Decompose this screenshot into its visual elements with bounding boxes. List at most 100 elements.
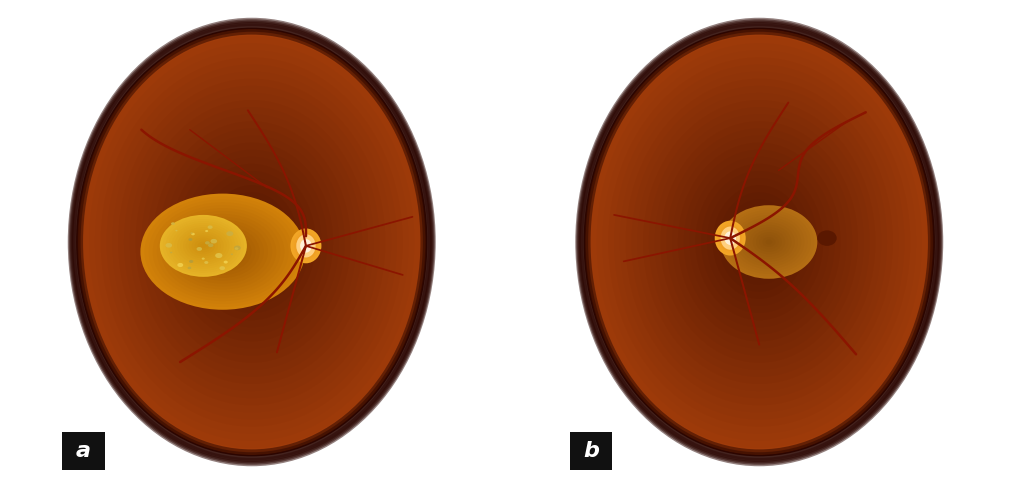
Ellipse shape [748, 228, 770, 256]
Ellipse shape [728, 236, 732, 240]
Ellipse shape [719, 225, 742, 251]
Ellipse shape [112, 72, 391, 412]
Ellipse shape [762, 237, 775, 247]
Ellipse shape [707, 178, 812, 306]
Ellipse shape [290, 228, 321, 263]
Ellipse shape [717, 223, 744, 254]
Ellipse shape [161, 208, 284, 295]
Ellipse shape [217, 199, 286, 285]
Ellipse shape [165, 211, 280, 292]
Ellipse shape [715, 221, 746, 256]
Ellipse shape [166, 219, 241, 272]
Ellipse shape [78, 29, 426, 455]
Ellipse shape [159, 128, 345, 356]
Ellipse shape [205, 241, 209, 244]
Ellipse shape [173, 217, 272, 287]
Ellipse shape [205, 185, 298, 299]
Ellipse shape [723, 229, 738, 247]
Ellipse shape [153, 121, 351, 363]
Ellipse shape [195, 240, 212, 252]
Ellipse shape [169, 214, 276, 289]
Ellipse shape [632, 86, 887, 398]
Ellipse shape [603, 50, 916, 434]
FancyBboxPatch shape [62, 432, 104, 470]
Ellipse shape [702, 171, 817, 313]
Ellipse shape [643, 100, 876, 384]
Ellipse shape [817, 230, 837, 246]
Ellipse shape [190, 228, 256, 275]
Ellipse shape [182, 157, 321, 327]
Ellipse shape [135, 100, 368, 384]
Ellipse shape [188, 267, 191, 269]
Ellipse shape [206, 240, 240, 263]
Ellipse shape [89, 43, 415, 441]
Ellipse shape [713, 185, 806, 299]
Ellipse shape [749, 227, 789, 257]
Ellipse shape [160, 215, 247, 277]
Ellipse shape [200, 244, 206, 248]
Ellipse shape [198, 234, 248, 269]
Ellipse shape [737, 217, 801, 267]
Ellipse shape [725, 231, 736, 245]
Ellipse shape [191, 233, 195, 235]
Ellipse shape [690, 157, 829, 327]
Ellipse shape [753, 235, 765, 249]
Ellipse shape [742, 221, 776, 263]
Ellipse shape [649, 107, 869, 377]
Ellipse shape [655, 114, 863, 370]
Ellipse shape [746, 225, 792, 259]
Ellipse shape [234, 245, 241, 250]
Ellipse shape [756, 232, 782, 252]
Ellipse shape [172, 223, 236, 269]
Ellipse shape [228, 213, 275, 271]
Ellipse shape [171, 222, 175, 225]
Ellipse shape [153, 202, 292, 301]
Ellipse shape [637, 93, 882, 391]
Ellipse shape [194, 171, 309, 313]
Ellipse shape [129, 93, 374, 391]
Ellipse shape [188, 238, 192, 241]
Ellipse shape [186, 226, 260, 278]
Ellipse shape [170, 252, 173, 253]
Ellipse shape [142, 107, 362, 377]
Ellipse shape [759, 235, 778, 249]
Ellipse shape [186, 233, 220, 258]
Ellipse shape [672, 136, 846, 348]
Ellipse shape [304, 244, 308, 248]
Ellipse shape [208, 243, 213, 247]
Ellipse shape [743, 222, 795, 262]
Ellipse shape [176, 150, 328, 334]
Ellipse shape [171, 143, 333, 341]
Ellipse shape [296, 234, 315, 257]
Ellipse shape [727, 210, 811, 274]
Ellipse shape [215, 253, 222, 258]
Ellipse shape [736, 213, 783, 271]
Ellipse shape [294, 233, 317, 259]
Ellipse shape [730, 212, 808, 272]
Ellipse shape [207, 226, 212, 229]
Ellipse shape [182, 223, 264, 281]
Ellipse shape [106, 64, 397, 420]
Ellipse shape [148, 114, 356, 370]
Ellipse shape [145, 197, 301, 307]
Ellipse shape [189, 260, 193, 263]
Ellipse shape [235, 247, 239, 250]
Ellipse shape [721, 205, 817, 279]
Ellipse shape [188, 164, 315, 320]
Ellipse shape [292, 231, 319, 261]
Ellipse shape [226, 231, 234, 236]
Ellipse shape [298, 237, 313, 255]
Ellipse shape [585, 29, 933, 455]
FancyBboxPatch shape [569, 432, 612, 470]
Ellipse shape [177, 263, 183, 267]
Ellipse shape [141, 194, 305, 310]
Ellipse shape [165, 136, 339, 348]
Ellipse shape [211, 192, 292, 292]
Ellipse shape [178, 220, 268, 284]
Ellipse shape [683, 150, 835, 334]
Ellipse shape [177, 227, 229, 264]
Ellipse shape [296, 235, 315, 257]
Ellipse shape [302, 242, 309, 250]
Ellipse shape [620, 72, 899, 412]
Ellipse shape [246, 235, 258, 249]
